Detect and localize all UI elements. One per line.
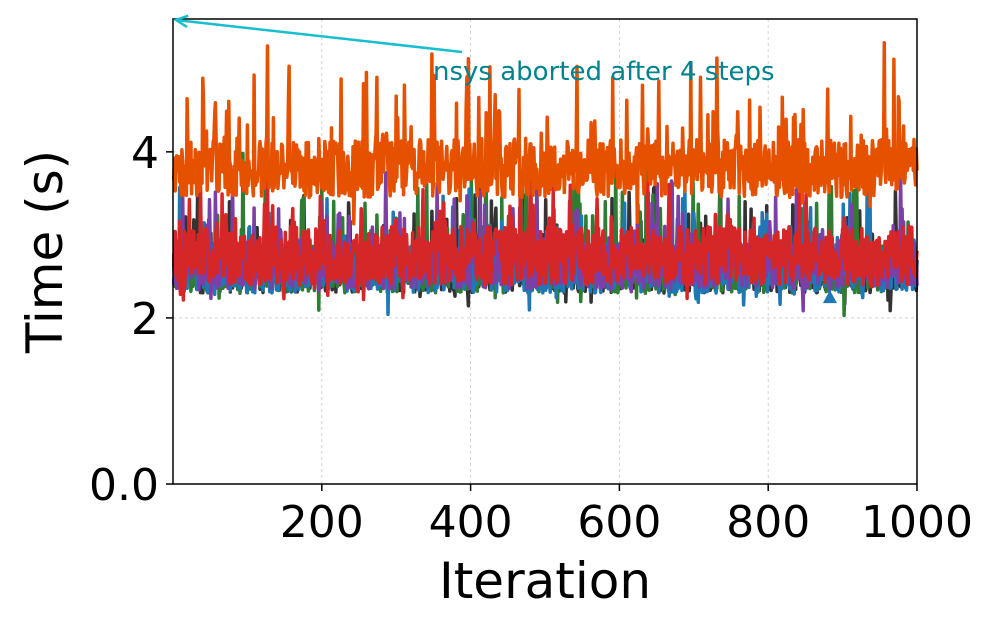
y-tick-label: 0.0 [89, 460, 159, 511]
y-axis-label: Time (s) [16, 150, 74, 354]
x-axis-label: Iteration [439, 552, 651, 610]
marker-layer [822, 290, 837, 304]
series-line [171, 176, 919, 302]
plot-frame [172, 18, 918, 485]
annotation: nsys aborted after 4 steps [173, 14, 775, 87]
axis-ticks: 200 400 600 800 1000 0.0 2 4 [89, 128, 973, 548]
triangle-marker [822, 290, 837, 304]
x-tick-label: 1000 [861, 497, 973, 548]
series-line [171, 40, 919, 226]
annotation-text: nsys aborted after 4 steps [433, 57, 775, 87]
annotation-arrow [175, 18, 463, 54]
x-tick-label: 400 [429, 497, 513, 548]
x-tick-label: 200 [280, 497, 364, 548]
annotation-arrowhead [173, 14, 189, 28]
x-tick-label: 600 [577, 497, 661, 548]
y-tick-label: 4 [131, 128, 159, 179]
series-layer [171, 40, 919, 318]
x-tick-label: 800 [726, 497, 810, 548]
y-tick-label: 2 [131, 294, 159, 345]
